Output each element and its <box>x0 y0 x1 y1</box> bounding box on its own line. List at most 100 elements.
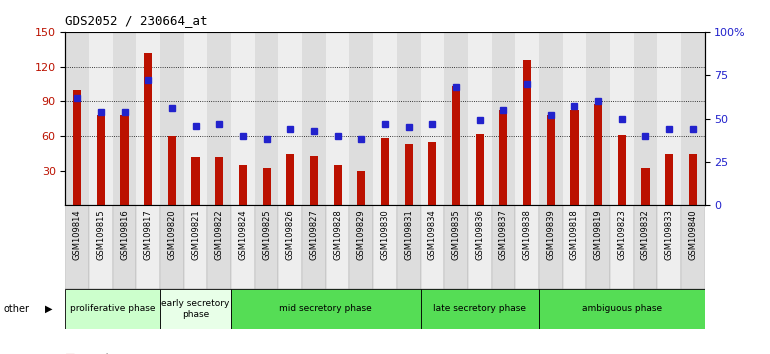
Bar <box>97 115 105 205</box>
Text: early secretory
phase: early secretory phase <box>162 299 229 319</box>
Bar <box>350 205 373 289</box>
Text: GSM109825: GSM109825 <box>262 210 271 260</box>
Bar <box>515 32 539 205</box>
Bar <box>279 205 302 289</box>
Text: GSM109817: GSM109817 <box>144 210 152 260</box>
Bar <box>547 115 555 205</box>
Bar <box>160 32 184 205</box>
Bar <box>310 156 318 205</box>
Text: GSM109823: GSM109823 <box>618 210 626 260</box>
Text: GSM109828: GSM109828 <box>333 210 342 260</box>
Text: GSM109821: GSM109821 <box>191 210 200 260</box>
Bar <box>468 32 491 205</box>
Text: GSM109837: GSM109837 <box>499 210 508 260</box>
Bar <box>263 168 271 205</box>
Bar <box>658 32 681 205</box>
Bar <box>571 110 578 205</box>
Bar <box>491 205 515 289</box>
Bar <box>192 157 199 205</box>
Bar <box>658 205 681 289</box>
Text: GSM109829: GSM109829 <box>357 210 366 260</box>
Bar <box>586 32 610 205</box>
Bar <box>65 289 160 329</box>
Bar <box>89 205 112 289</box>
Bar <box>302 32 326 205</box>
Text: GDS2052 / 230664_at: GDS2052 / 230664_at <box>65 14 208 27</box>
Text: late secretory phase: late secretory phase <box>434 304 526 313</box>
Bar <box>688 154 697 205</box>
Bar <box>73 90 82 205</box>
Bar <box>373 205 397 289</box>
Bar <box>144 53 152 205</box>
Bar <box>136 205 160 289</box>
Bar <box>215 157 223 205</box>
Text: GSM109818: GSM109818 <box>570 210 579 260</box>
Bar <box>397 32 420 205</box>
Bar <box>286 154 294 205</box>
Bar <box>231 32 255 205</box>
Text: GSM109822: GSM109822 <box>215 210 224 260</box>
Text: GSM109831: GSM109831 <box>404 210 413 260</box>
Bar <box>381 138 389 205</box>
Bar <box>634 32 658 205</box>
Bar <box>404 144 413 205</box>
Text: GSM109814: GSM109814 <box>73 210 82 260</box>
Bar <box>610 32 634 205</box>
Text: mid secretory phase: mid secretory phase <box>280 304 372 313</box>
Text: GSM109840: GSM109840 <box>688 210 697 260</box>
Bar <box>539 289 705 329</box>
Bar <box>452 86 460 205</box>
Bar <box>65 32 89 205</box>
Bar <box>207 32 231 205</box>
Text: GSM109826: GSM109826 <box>286 210 295 260</box>
Bar <box>539 205 563 289</box>
Bar <box>207 205 231 289</box>
Bar <box>420 32 444 205</box>
Bar <box>610 205 634 289</box>
Bar <box>255 205 279 289</box>
Bar <box>634 205 658 289</box>
Text: proliferative phase: proliferative phase <box>70 304 156 313</box>
Bar <box>515 205 539 289</box>
Bar <box>665 154 673 205</box>
Bar <box>523 59 531 205</box>
Bar <box>231 289 420 329</box>
Bar <box>184 205 207 289</box>
Bar <box>255 32 279 205</box>
Text: GSM109830: GSM109830 <box>380 210 390 260</box>
Bar <box>89 32 112 205</box>
Text: GSM109835: GSM109835 <box>451 210 460 260</box>
Bar <box>476 133 484 205</box>
Bar <box>420 205 444 289</box>
Text: other: other <box>4 304 30 314</box>
Text: GSM109833: GSM109833 <box>665 210 674 260</box>
Bar <box>681 32 705 205</box>
Text: GSM109820: GSM109820 <box>167 210 176 260</box>
Text: GSM109815: GSM109815 <box>96 210 105 260</box>
Bar <box>563 205 586 289</box>
Text: GSM109832: GSM109832 <box>641 210 650 260</box>
Bar <box>444 205 468 289</box>
Bar <box>239 165 247 205</box>
Bar <box>397 205 420 289</box>
Bar <box>333 165 342 205</box>
Bar <box>539 32 563 205</box>
Bar <box>681 205 705 289</box>
Bar <box>641 168 650 205</box>
Text: GSM109839: GSM109839 <box>546 210 555 260</box>
Bar <box>326 205 350 289</box>
Text: GSM109838: GSM109838 <box>523 210 531 260</box>
Bar <box>302 205 326 289</box>
Bar <box>160 205 184 289</box>
Text: GSM109819: GSM109819 <box>594 210 603 260</box>
Bar <box>444 32 468 205</box>
Bar <box>120 115 129 205</box>
Bar <box>428 142 437 205</box>
Bar <box>357 171 366 205</box>
Bar <box>65 205 89 289</box>
Text: GSM109836: GSM109836 <box>475 210 484 260</box>
Bar <box>499 110 507 205</box>
Text: GSM109827: GSM109827 <box>310 210 319 260</box>
Bar <box>160 289 231 329</box>
Bar <box>279 32 302 205</box>
